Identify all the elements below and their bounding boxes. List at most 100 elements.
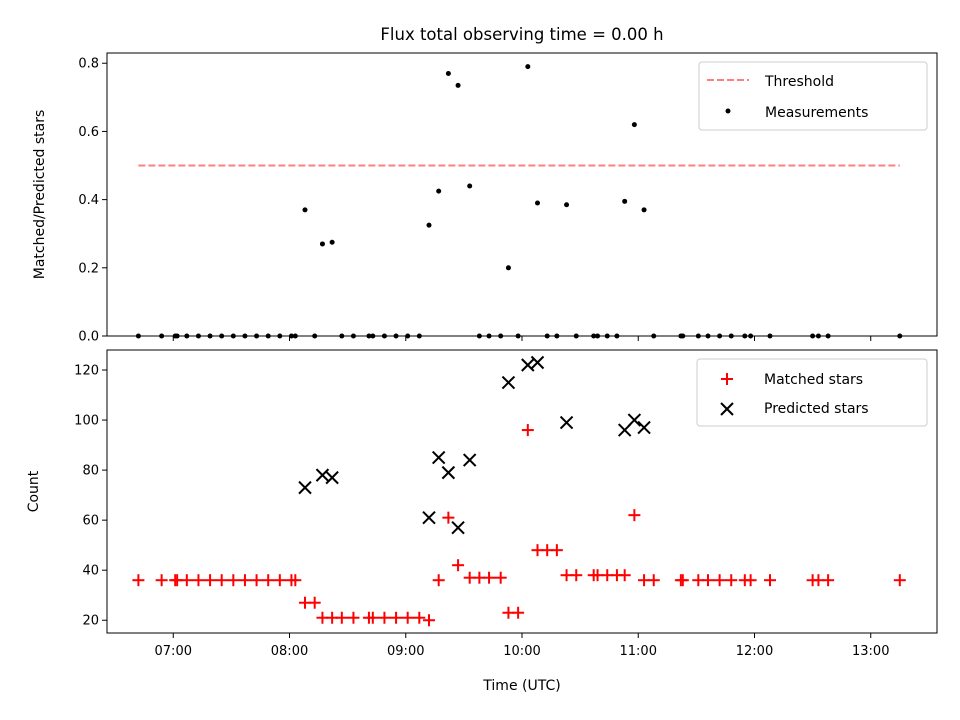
measurement-point xyxy=(426,222,432,228)
matched-star-point xyxy=(366,611,379,624)
matched-star-point xyxy=(262,574,275,587)
y-tick-label: 0.8 xyxy=(78,57,99,72)
bottom-ylabel: Count xyxy=(26,470,42,512)
matched-star-point xyxy=(273,574,286,587)
matched-star-point xyxy=(238,574,251,587)
x-tick-label: 12:00 xyxy=(736,644,773,659)
matched-star-point xyxy=(521,424,534,437)
matched-star-point xyxy=(550,544,563,557)
top-panel: 0.00.20.40.60.8 Matched/Predicted stars … xyxy=(32,52,938,345)
x-tick-label: 11:00 xyxy=(620,644,657,659)
bottom-legend-box xyxy=(696,358,928,427)
matched-star-point xyxy=(744,574,757,587)
y-tick-label: 0.0 xyxy=(78,330,99,345)
top-legend: Threshold Measurements xyxy=(698,61,928,131)
legend-predicted-label: Predicted stars xyxy=(764,401,869,417)
legend-matched-label: Matched stars xyxy=(764,372,863,388)
bottom-legend: Matched stars Predicted stars xyxy=(696,358,928,427)
matched-star-point xyxy=(494,571,507,584)
matched-star-point xyxy=(512,606,525,619)
y-tick-label: 120 xyxy=(74,364,99,379)
matched-star-point xyxy=(401,611,414,624)
matched-star-point xyxy=(618,569,631,582)
matched-star-point xyxy=(570,569,583,582)
matched-star-point xyxy=(713,574,726,587)
legend-measurements-swatch xyxy=(725,108,731,114)
matched-star-point xyxy=(204,574,217,587)
matched-star-point xyxy=(822,574,835,587)
matched-star-point xyxy=(647,574,660,587)
measurement-point xyxy=(525,64,531,70)
x-tick-label: 07:00 xyxy=(155,644,192,659)
y-tick-label: 0.2 xyxy=(78,261,99,276)
matched-star-point xyxy=(413,611,426,624)
top-ylabel: Matched/Predicted stars xyxy=(32,110,48,280)
measurement-point xyxy=(622,198,628,204)
matched-star-point xyxy=(893,574,906,587)
predicted-star-point xyxy=(315,468,330,482)
measurement-point xyxy=(564,202,570,208)
predicted-star-point xyxy=(431,450,446,465)
measurement-point xyxy=(534,200,540,206)
y-tick-label: 100 xyxy=(74,414,99,429)
matched-star-point xyxy=(250,574,263,587)
matched-star-point xyxy=(423,614,436,627)
measurement-point xyxy=(631,122,637,128)
bottom-plot-frame xyxy=(106,349,938,634)
predicted-star-point xyxy=(441,465,456,480)
predicted-star-point xyxy=(325,470,339,485)
bottom-xlabel: Time (UTC) xyxy=(482,678,560,694)
bottom-panel: 20 40 60 80 100 120 07:00 08:00 09:00 10:00 11:00 1… xyxy=(26,349,938,694)
matched-star-point xyxy=(390,611,403,624)
predicted-star-point xyxy=(451,520,465,535)
matched-star-point xyxy=(132,574,145,587)
y-tick-label: 40 xyxy=(82,564,99,579)
chart-title: Flux total observing time = 0.00 h xyxy=(380,25,663,44)
predicted-star-point xyxy=(422,510,436,525)
legend-measurements-label: Measurements xyxy=(765,105,868,121)
predicted-star-point xyxy=(521,358,535,372)
matched-star-point xyxy=(308,596,321,609)
predicted-star-point xyxy=(462,453,477,467)
legend-predicted-swatch xyxy=(720,402,734,416)
measurement-point xyxy=(467,183,473,189)
x-tick-label: 13:00 xyxy=(852,644,889,659)
legend-matched-swatch xyxy=(721,373,733,385)
y-tick-label: 60 xyxy=(82,514,99,529)
matched-star-point xyxy=(335,611,348,624)
measurement-point xyxy=(436,188,442,194)
matched-star-point xyxy=(763,574,776,587)
matched-star-point xyxy=(289,574,302,587)
y-tick-label: 20 xyxy=(82,614,99,629)
measurement-point xyxy=(302,207,308,213)
matched-star-point xyxy=(192,574,205,587)
matched-star-point xyxy=(701,574,714,587)
matched-star-point xyxy=(442,511,455,524)
matched-star-point xyxy=(378,611,391,624)
x-tick-label: 08:00 xyxy=(271,644,308,659)
predicted-star-point xyxy=(637,420,651,435)
matched-star-point xyxy=(725,574,738,587)
top-plot-frame xyxy=(106,52,938,337)
matched-star-point xyxy=(215,574,228,587)
predicted-star-point xyxy=(501,375,516,390)
x-tick-label: 10:00 xyxy=(503,644,540,659)
matched-star-point xyxy=(180,574,193,587)
matched-star-point xyxy=(347,611,360,624)
measurement-point xyxy=(455,82,461,88)
y-tick-label: 0.6 xyxy=(78,125,99,140)
predicted-star-point xyxy=(559,415,574,430)
matched-star-point xyxy=(452,559,465,572)
predicted-star-point xyxy=(530,355,545,370)
top-legend-box xyxy=(698,61,928,131)
matched-star-point xyxy=(432,574,445,587)
measurement-point xyxy=(319,241,325,247)
matched-star-point xyxy=(483,571,496,584)
measurement-point xyxy=(329,239,335,245)
legend-threshold-label: Threshold xyxy=(764,74,834,90)
matched-star-point xyxy=(676,574,689,587)
matched-star-point xyxy=(155,574,168,587)
measurement-point xyxy=(641,207,647,213)
y-tick-label: 0.4 xyxy=(78,193,99,208)
